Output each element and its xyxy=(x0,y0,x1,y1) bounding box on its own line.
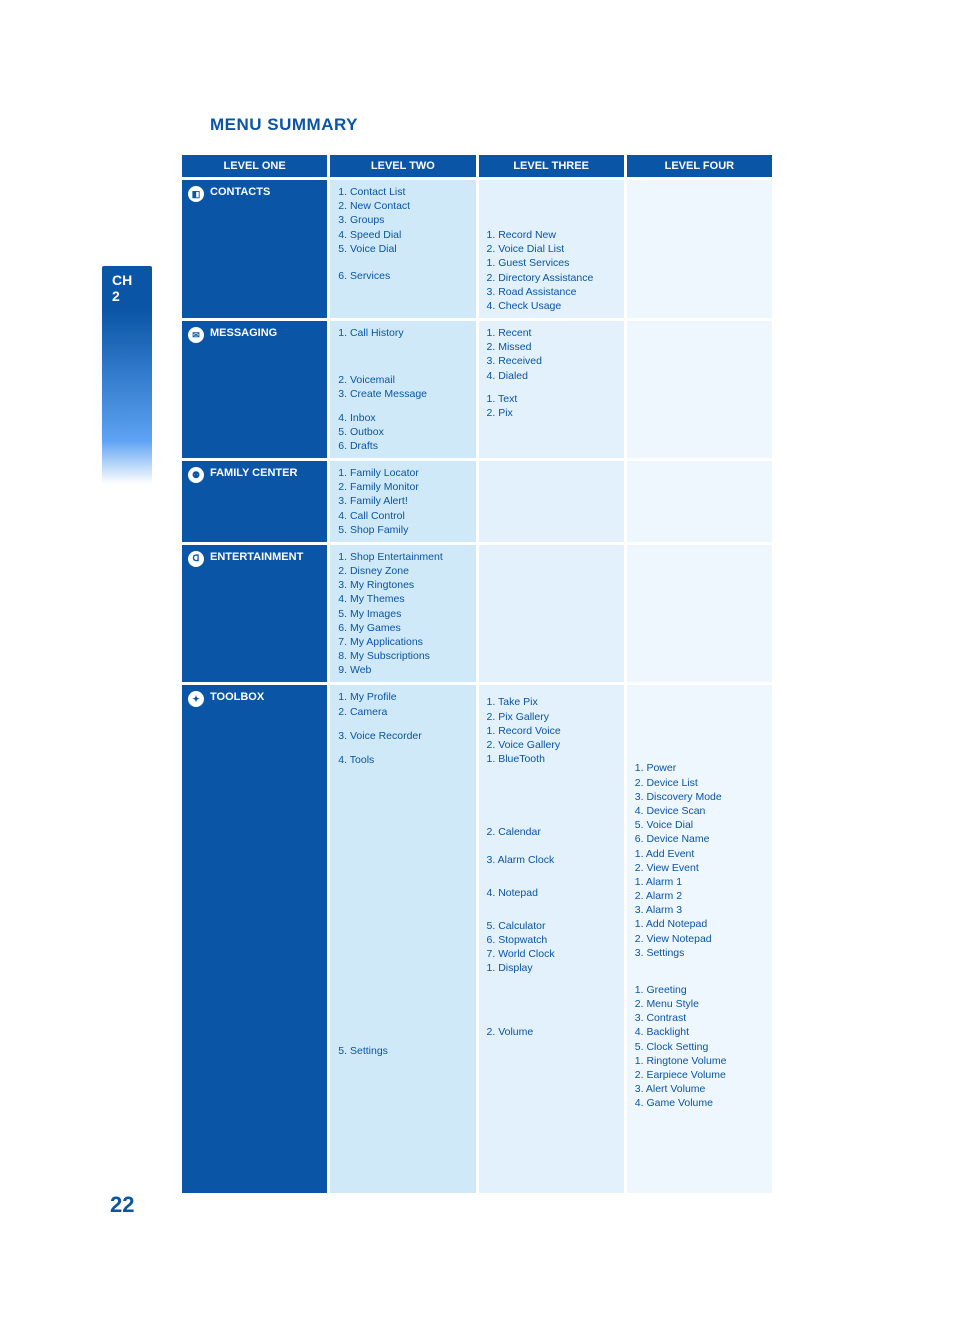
header-level-one: LEVEL ONE xyxy=(182,155,327,177)
level3-toolbox: 1. Take Pix2. Pix Gallery1. Record Voice… xyxy=(479,685,624,1193)
level2-contacts: 1. Contact List2. New Contact3. Groups4.… xyxy=(330,180,475,318)
toolbox-l4b: 1. Greeting2. Menu Style3. Contrast4. Ba… xyxy=(627,965,772,1116)
level1-family: ⚉ FAMILY CENTER xyxy=(182,461,327,542)
level3-family xyxy=(479,461,624,542)
level1-label: ENTERTAINMENT xyxy=(210,551,303,563)
table-headers: LEVEL ONE LEVEL TWO LEVEL THREE LEVEL FO… xyxy=(182,155,772,177)
toolbox-l4a: 1. Power2. Device List3. Discovery Mode4… xyxy=(627,685,772,964)
level4-messaging xyxy=(627,321,772,458)
spacer xyxy=(330,1063,475,1193)
level1-toolbox: ✦ TOOLBOX xyxy=(182,685,327,1193)
level3-messaging: 1. Recent2. Missed3. Received4. Dialed 1… xyxy=(479,321,624,458)
level1-messaging: ✉ MESSAGING xyxy=(182,321,327,458)
entertainment-l2: 1. Shop Entertainment2. Disney Zone3. My… xyxy=(330,545,475,683)
level4-toolbox: 1. Power2. Device List3. Discovery Mode4… xyxy=(627,685,772,1193)
level2-family: 1. Family Locator2. Family Monitor3. Fam… xyxy=(330,461,475,542)
row-contacts: ◧ CONTACTS 1. Contact List2. New Contact… xyxy=(182,180,772,318)
header-level-four: LEVEL FOUR xyxy=(627,155,772,177)
page-number: 22 xyxy=(110,1192,134,1218)
level4-family xyxy=(627,461,772,542)
level4-entertainment xyxy=(627,545,772,683)
messaging-icon: ✉ xyxy=(188,327,204,343)
messaging-l3b: 1. Text2. Pix xyxy=(479,388,624,425)
entertainment-icon: ᗡ xyxy=(188,551,204,567)
level1-label: TOOLBOX xyxy=(210,691,264,703)
page-title: MENU SUMMARY xyxy=(210,115,358,135)
row-family: ⚉ FAMILY CENTER 1. Family Locator2. Fami… xyxy=(182,461,772,542)
level2-toolbox: 1. My Profile2. Camera 3. Voice Recorder… xyxy=(330,685,475,1193)
header-level-two: LEVEL TWO xyxy=(330,155,475,177)
toolbox-l3b: 2. Calendar xyxy=(479,771,624,844)
level1-contacts: ◧ CONTACTS xyxy=(182,180,327,318)
messaging-l2b: 2. Voicemail3. Create Message xyxy=(330,345,475,406)
level4-contacts xyxy=(627,180,772,318)
level3-entertainment xyxy=(479,545,624,683)
row-toolbox: ✦ TOOLBOX 1. My Profile2. Camera 3. Voic… xyxy=(182,685,772,1193)
level2-entertainment: 1. Shop Entertainment2. Disney Zone3. My… xyxy=(330,545,475,683)
menu-summary-table: LEVEL ONE LEVEL TWO LEVEL THREE LEVEL FO… xyxy=(182,155,772,1193)
contacts-icon: ◧ xyxy=(188,186,204,202)
contacts-l2b: 6. Services xyxy=(330,261,475,288)
row-entertainment: ᗡ ENTERTAINMENT 1. Shop Entertainment2. … xyxy=(182,545,772,683)
toolbox-l2c: 4. Tools xyxy=(330,748,475,772)
toolbox-l3f: 2. Volume xyxy=(479,981,624,1044)
toolbox-l2b: 3. Voice Recorder xyxy=(330,724,475,748)
toolbox-icon: ✦ xyxy=(188,691,204,707)
messaging-l2a: 1. Call History xyxy=(330,321,475,345)
level1-label: MESSAGING xyxy=(210,327,277,339)
row-messaging: ✉ MESSAGING 1. Call History 2. Voicemail… xyxy=(182,321,772,458)
level1-entertainment: ᗡ ENTERTAINMENT xyxy=(182,545,327,683)
header-level-three: LEVEL THREE xyxy=(479,155,624,177)
toolbox-l3d: 4. Notepad xyxy=(479,872,624,905)
messaging-l2c: 4. Inbox5. Outbox6. Drafts xyxy=(330,407,475,459)
toolbox-l3c: 3. Alarm Clock xyxy=(479,845,624,872)
family-icon: ⚉ xyxy=(188,467,204,483)
toolbox-l2d: 5. Settings xyxy=(330,772,475,1063)
level2-messaging: 1. Call History 2. Voicemail3. Create Me… xyxy=(330,321,475,458)
level3-contacts: 1. Record New2. Voice Dial List1. Guest … xyxy=(479,180,624,318)
family-l2: 1. Family Locator2. Family Monitor3. Fam… xyxy=(330,461,475,542)
messaging-l3a: 1. Recent2. Missed3. Received4. Dialed xyxy=(479,321,624,388)
level1-label: CONTACTS xyxy=(210,186,270,198)
contacts-l3: 1. Record New2. Voice Dial List1. Guest … xyxy=(479,180,624,318)
level1-label: FAMILY CENTER xyxy=(210,467,297,479)
toolbox-l2a: 1. My Profile2. Camera xyxy=(330,685,475,723)
contacts-l2a: 1. Contact List2. New Contact3. Groups4.… xyxy=(330,180,475,261)
chapter-tab: CH 2 xyxy=(102,266,152,484)
toolbox-l3e: 5. Calculator6. Stopwatch7. World Clock1… xyxy=(479,905,624,981)
toolbox-l3a: 1. Take Pix2. Pix Gallery1. Record Voice… xyxy=(479,685,624,771)
